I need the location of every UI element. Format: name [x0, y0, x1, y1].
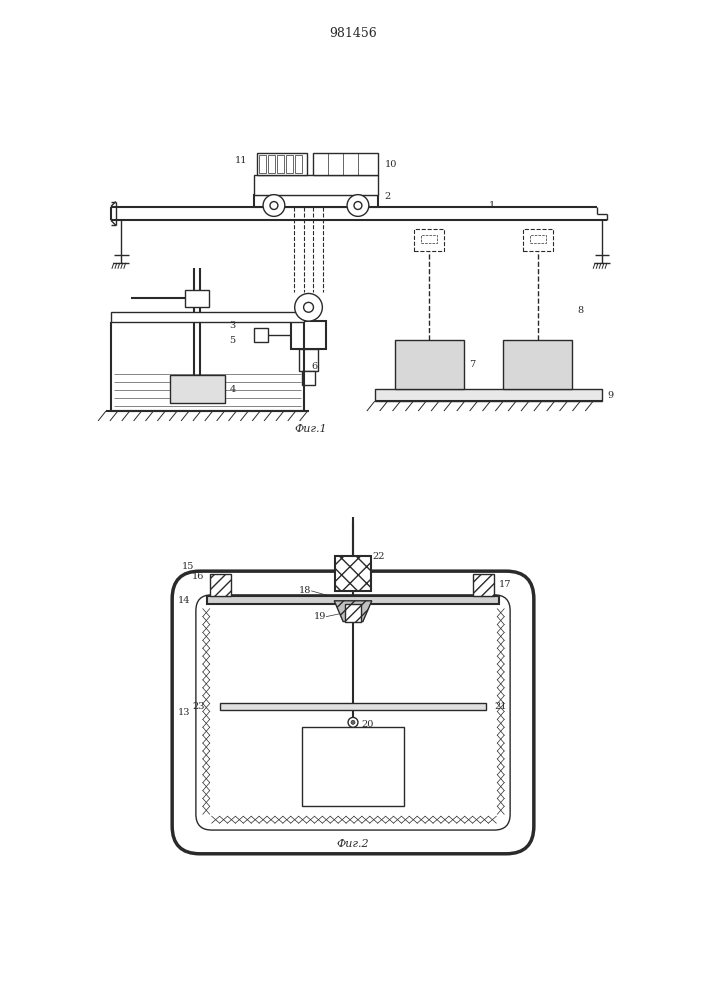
- Text: 11: 11: [235, 156, 247, 165]
- Text: 20: 20: [361, 720, 373, 729]
- Bar: [503, 340, 573, 389]
- Bar: [259, 155, 266, 173]
- Text: 22: 22: [373, 552, 385, 561]
- Circle shape: [263, 195, 285, 216]
- Bar: [255, 175, 378, 195]
- Text: 8: 8: [578, 306, 583, 315]
- Text: Фиг.2: Фиг.2: [337, 839, 369, 849]
- Bar: [523, 229, 553, 251]
- Bar: [345, 604, 361, 622]
- FancyBboxPatch shape: [196, 595, 510, 830]
- Circle shape: [303, 302, 313, 312]
- Bar: [185, 290, 209, 307]
- Polygon shape: [334, 601, 372, 622]
- FancyBboxPatch shape: [173, 571, 534, 854]
- Bar: [170, 375, 225, 403]
- Text: 981456: 981456: [329, 27, 377, 40]
- Bar: [286, 155, 293, 173]
- Bar: [335, 556, 370, 591]
- Text: 6: 6: [312, 362, 317, 371]
- Text: 23: 23: [192, 702, 204, 711]
- Bar: [313, 153, 378, 175]
- Text: 18: 18: [298, 586, 311, 595]
- Circle shape: [295, 293, 322, 321]
- Text: 9: 9: [607, 391, 613, 400]
- Bar: [255, 195, 378, 207]
- Bar: [302, 727, 404, 806]
- Bar: [291, 321, 327, 349]
- Bar: [414, 229, 444, 251]
- Circle shape: [270, 202, 278, 209]
- Bar: [257, 153, 307, 175]
- Bar: [298, 349, 318, 371]
- Bar: [220, 703, 486, 710]
- Text: 13: 13: [178, 708, 191, 717]
- Text: 15: 15: [182, 562, 194, 571]
- Text: Фиг.1: Фиг.1: [294, 424, 327, 434]
- Text: 10: 10: [385, 160, 397, 169]
- Text: 3: 3: [230, 321, 235, 330]
- Text: 1: 1: [489, 201, 495, 210]
- Bar: [421, 235, 437, 243]
- Bar: [395, 340, 464, 389]
- Bar: [268, 155, 275, 173]
- Text: 14: 14: [178, 596, 191, 605]
- Bar: [111, 312, 303, 322]
- Bar: [210, 574, 231, 596]
- Bar: [375, 389, 602, 401]
- Text: 2: 2: [385, 192, 391, 201]
- Text: 12: 12: [343, 762, 356, 771]
- Text: 17: 17: [499, 580, 512, 589]
- Text: 5: 5: [230, 336, 235, 345]
- Circle shape: [354, 202, 362, 209]
- Bar: [255, 328, 268, 342]
- Text: 16: 16: [192, 572, 204, 581]
- Bar: [206, 596, 499, 604]
- Circle shape: [348, 717, 358, 727]
- Circle shape: [351, 720, 355, 724]
- Text: 4: 4: [230, 385, 235, 394]
- Bar: [472, 574, 494, 596]
- Circle shape: [347, 195, 369, 216]
- Text: 21: 21: [494, 702, 507, 711]
- Bar: [302, 371, 315, 385]
- Text: 19: 19: [313, 612, 326, 621]
- Bar: [295, 155, 302, 173]
- Text: 7: 7: [469, 360, 475, 369]
- Bar: [277, 155, 284, 173]
- Bar: [530, 235, 546, 243]
